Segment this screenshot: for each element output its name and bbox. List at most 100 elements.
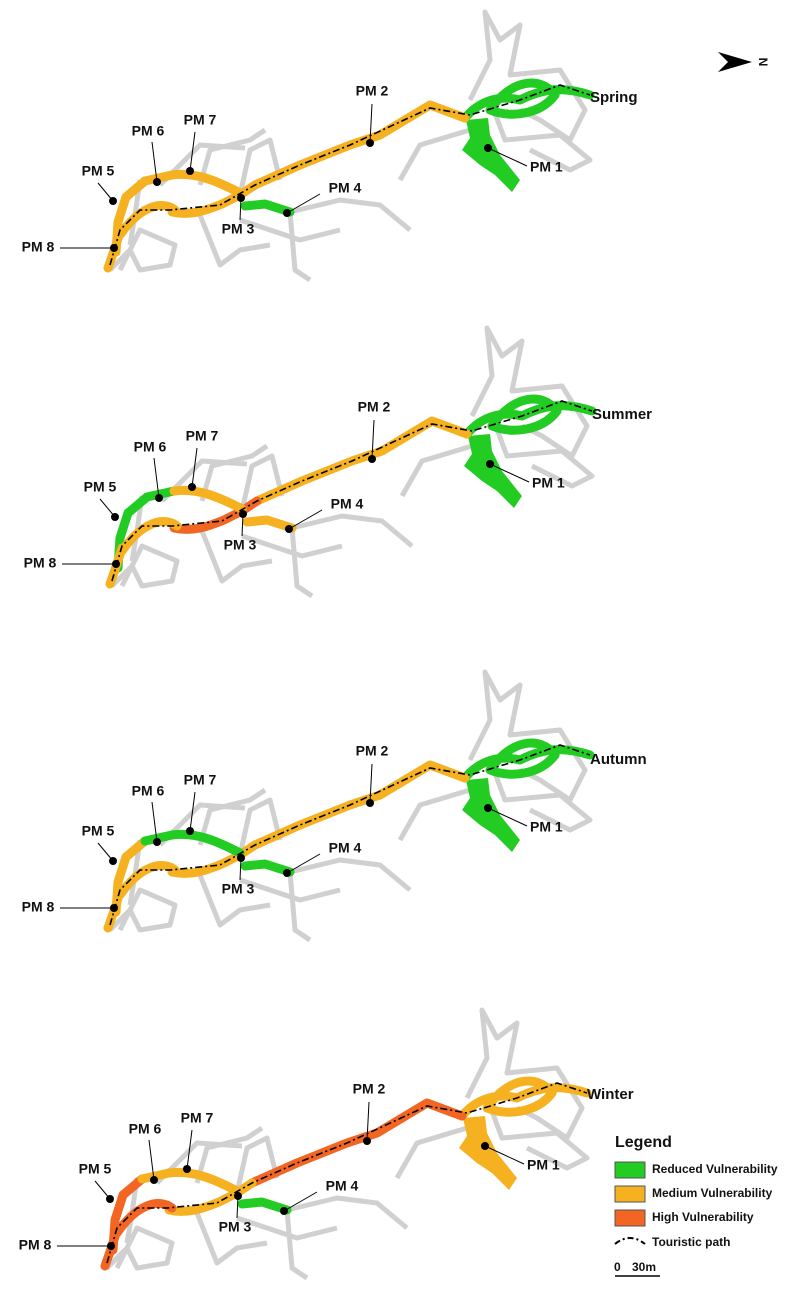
vulnerability-zone [457, 1076, 592, 1121]
legend-label: Medium Vulnerability [652, 1186, 773, 1200]
touristic-path [111, 400, 593, 582]
monitoring-point [285, 525, 293, 533]
point-label: PM 2 [358, 399, 391, 415]
monitoring-point [106, 1195, 114, 1203]
monitoring-point [109, 197, 117, 205]
cave-passage [487, 99, 593, 173]
scale-end: 30m [632, 1260, 656, 1274]
vulnerability-zone [164, 1178, 257, 1216]
monitoring-point [153, 178, 161, 186]
monitoring-point [234, 1192, 242, 1200]
monitoring-point [366, 799, 374, 807]
point-label: PM 2 [356, 743, 389, 759]
point-label: PM 4 [331, 496, 364, 512]
vulnerability-chamber [462, 118, 520, 192]
leader-line [148, 1139, 155, 1181]
vulnerability-zone [242, 515, 297, 533]
cave-passage [239, 877, 341, 903]
vulnerability-zone [460, 78, 595, 123]
cave-passage [237, 797, 283, 856]
leader-line [366, 1101, 370, 1142]
point-label: PM 8 [22, 899, 55, 915]
point-label: PM 7 [184, 112, 217, 128]
cave-passage [199, 530, 273, 584]
vulnerability-zone [250, 100, 470, 190]
point-label: PM 5 [82, 163, 115, 179]
season-label: Summer [592, 406, 652, 423]
point-label: PM 6 [132, 123, 165, 139]
leader-line [369, 763, 373, 804]
point-label: PM 3 [224, 537, 257, 553]
cave-passage [239, 217, 341, 243]
monitoring-point [481, 1142, 489, 1150]
point-label: PM 5 [84, 479, 117, 495]
point-label: PM 1 [530, 819, 563, 835]
point-label: PM 8 [22, 239, 55, 255]
cave-passage [487, 759, 593, 833]
cave-passage [399, 443, 473, 498]
monitoring-point [484, 804, 492, 812]
legend-title: Legend [615, 1134, 672, 1151]
north-arrow-shape [718, 52, 752, 72]
monitoring-point [110, 244, 118, 252]
leader-line [484, 1145, 525, 1165]
monitoring-point [109, 857, 117, 865]
cave-passage [289, 857, 412, 892]
point-label: PM 5 [82, 823, 115, 839]
cave-passage [108, 227, 178, 273]
point-label: PM 1 [527, 1157, 560, 1173]
point-label: PM 1 [532, 475, 565, 491]
leader-line [286, 853, 321, 874]
season-label: Winter [587, 1086, 634, 1103]
vulnerability-zone [137, 1168, 174, 1184]
leader-line [288, 509, 323, 530]
leader-line [487, 147, 528, 167]
monitoring-point [280, 1207, 288, 1215]
touristic-path [106, 1082, 588, 1264]
monitoring-point [368, 455, 376, 463]
cave-passage [197, 874, 271, 928]
monitoring-point [366, 139, 374, 147]
point-label: PM 4 [329, 840, 362, 856]
cave-passage [108, 887, 178, 933]
monitoring-point [237, 854, 245, 862]
point-label: PM 4 [326, 1178, 359, 1194]
leader-line [369, 103, 373, 144]
monitoring-point [110, 904, 118, 912]
vulnerability-chamber [459, 1116, 517, 1190]
vulnerability-zone [167, 829, 245, 858]
monitoring-point [486, 460, 494, 468]
leader-line [371, 419, 375, 460]
touristic-path [109, 84, 591, 266]
legend-swatch [614, 1161, 646, 1179]
point-label: PM 3 [222, 881, 255, 897]
season-panel: PM 1 PM 2 PM 3 PM 4 PM 5 PM 6 PM 7 PM 8 Winter [19, 1007, 634, 1281]
cave-passage [241, 533, 343, 559]
leader-line [283, 1191, 318, 1212]
point-label: PM 6 [132, 783, 165, 799]
leader-line [286, 193, 321, 214]
vulnerability-zone [240, 199, 295, 217]
point-label: PM 6 [129, 1121, 162, 1137]
vulnerability-zone [140, 830, 177, 846]
vulnerability-zone [167, 180, 260, 218]
monitoring-point [111, 513, 119, 521]
vulnerability-zone [460, 738, 595, 783]
cave-passage [237, 137, 283, 196]
point-label: PM 2 [353, 1081, 386, 1097]
cave-passage [234, 1135, 280, 1194]
legend-swatch [614, 1209, 646, 1227]
cave-passage [239, 453, 285, 512]
vulnerability-chamber [464, 434, 522, 508]
point-label: PM 8 [19, 1237, 52, 1253]
cave-passage [394, 1125, 468, 1180]
legend-path-label: Touristic path [652, 1235, 730, 1249]
leader-line [153, 457, 160, 499]
monitoring-point [239, 510, 247, 518]
leader-line [189, 131, 196, 172]
north-arrow: N [718, 52, 770, 72]
point-label: PM 2 [356, 83, 389, 99]
cave-passage [287, 871, 312, 943]
season-panel: PM 1 PM 2 PM 3 PM 4 PM 5 PM 6 PM 7 PM 8 Summer [24, 325, 652, 599]
